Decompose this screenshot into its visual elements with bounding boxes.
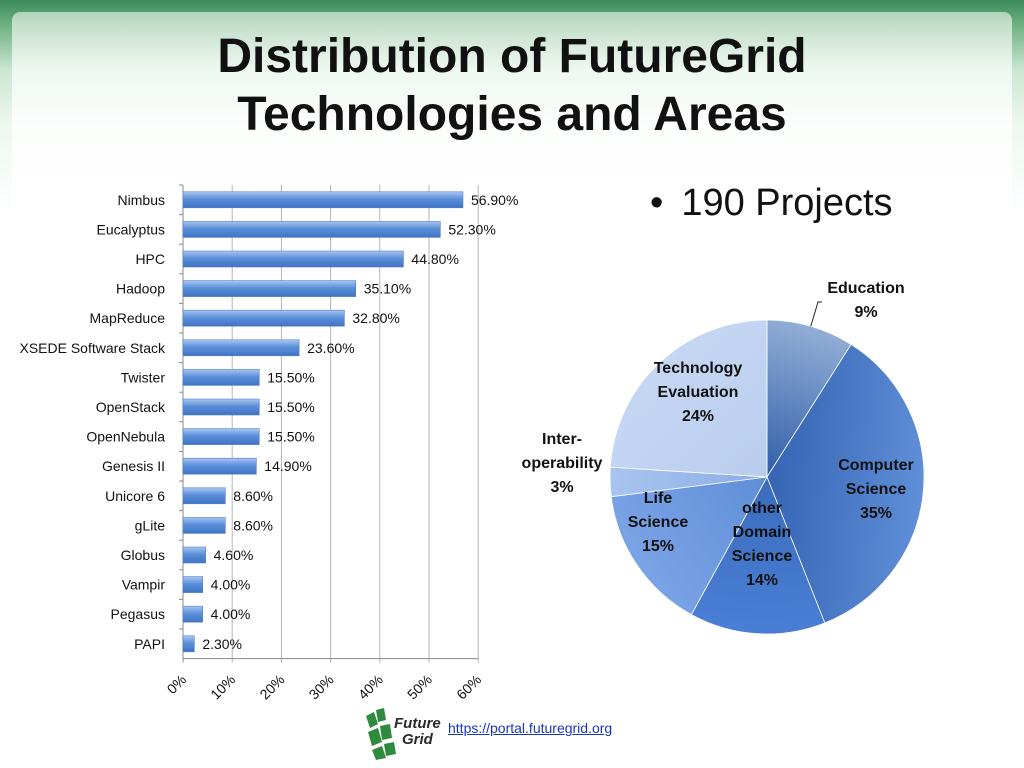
futuregrid-logo: Future Grid [362,706,442,767]
title-line-2: Technologies and Areas [237,88,787,141]
bullet-item: • 190 Projects [650,182,893,225]
portal-link[interactable]: https://portal.futuregrid.org [448,720,613,736]
logo-text-future: Future [394,715,441,732]
bullet-dot-icon: • [650,182,664,224]
bullet-text: 190 Projects [681,182,893,224]
title-line-1: Distribution of FutureGrid [217,30,807,83]
logo-text-grid: Grid [402,731,434,748]
slide-title: Distribution of FutureGrid Technologies … [0,28,1024,144]
